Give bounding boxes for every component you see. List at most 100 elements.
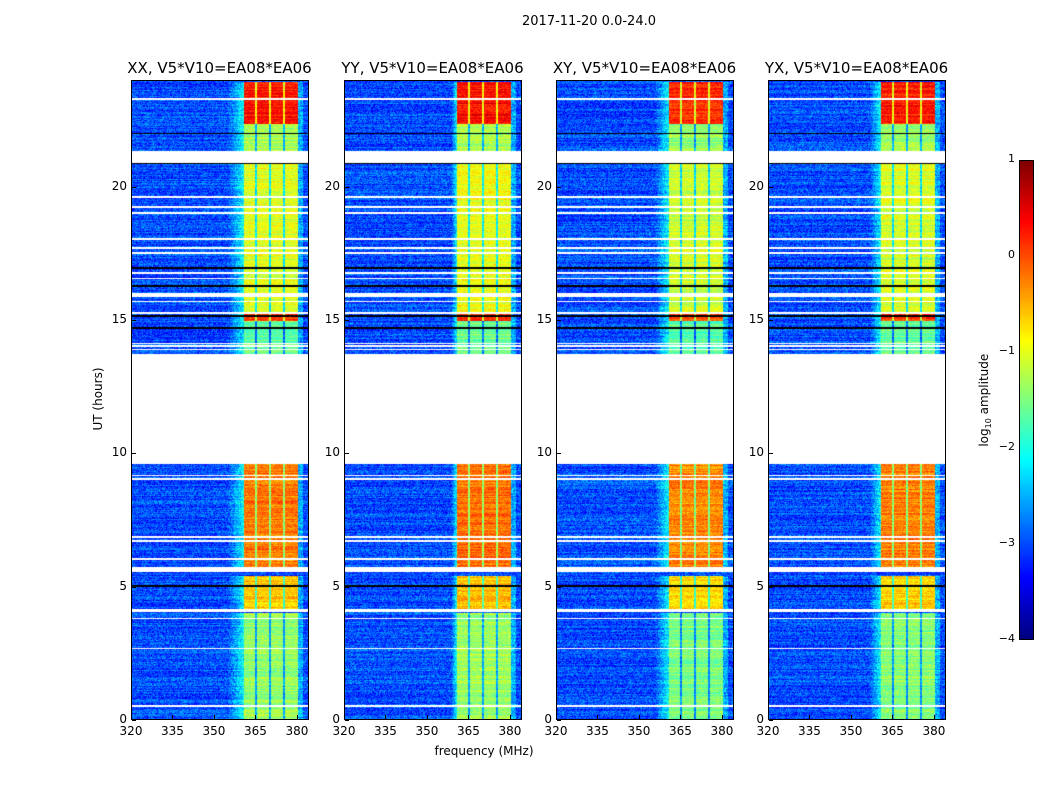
- y-tick-label: 20: [536, 178, 552, 193]
- y-tick-label: 10: [324, 445, 340, 460]
- y-tick-mark: [132, 586, 136, 588]
- x-tick-label: 380: [285, 724, 309, 738]
- y-tick-mark: [557, 720, 561, 721]
- x-tick-mark: [468, 715, 470, 719]
- colorbar-tick-label: −4: [998, 632, 1015, 645]
- y-tick-mark: [345, 720, 349, 721]
- y-tick-label: 20: [111, 178, 127, 193]
- y-tick-mark: [132, 186, 136, 188]
- y-tick-mark: [132, 320, 136, 321]
- colorbar-tick-label: −2: [998, 440, 1015, 453]
- x-tick-label: 365: [881, 724, 904, 738]
- heatmap-panel: [768, 80, 946, 720]
- y-tick-mark: [769, 320, 773, 321]
- heatmap-canvas: [557, 81, 733, 719]
- panel-title: XX, V5*V10=EA08*EA06: [127, 59, 312, 77]
- y-tick-label: 20: [324, 178, 340, 193]
- x-tick-label: 335: [374, 724, 397, 738]
- y-tick-label: 10: [748, 445, 764, 460]
- x-tick-mark: [850, 715, 852, 719]
- x-tick-mark: [933, 715, 935, 719]
- x-tick-mark: [255, 715, 257, 719]
- y-tick-label: 0: [544, 712, 552, 726]
- x-tick-mark: [213, 715, 215, 719]
- y-tick-mark: [557, 320, 561, 321]
- x-tick-label: 320: [332, 724, 356, 738]
- y-tick-mark: [345, 586, 349, 588]
- x-tick-mark: [638, 715, 640, 719]
- x-tick-mark: [680, 715, 682, 719]
- panel-title: YX, V5*V10=EA08*EA06: [764, 59, 949, 77]
- x-tick-label: 350: [202, 724, 226, 738]
- y-tick-mark: [132, 453, 136, 455]
- x-tick-label: 365: [669, 724, 692, 738]
- colorbar-gradient: [1020, 161, 1033, 639]
- y-tick-mark: [769, 586, 773, 588]
- x-tick-label: 380: [710, 724, 734, 738]
- figure-title: 2017-11-20 0.0-24.0: [522, 14, 656, 29]
- y-tick-mark: [345, 186, 349, 188]
- x-tick-mark: [597, 715, 599, 719]
- y-tick-label: 5: [332, 578, 340, 593]
- x-tick-mark: [509, 715, 511, 719]
- heatmap-canvas: [769, 81, 945, 719]
- heatmap-canvas: [132, 81, 308, 719]
- colorbar-label-rest: amplitude: [976, 353, 991, 419]
- panel-title: YY, V5*V10=EA08*EA06: [341, 59, 524, 77]
- y-tick-mark: [132, 720, 136, 721]
- x-tick-mark: [768, 715, 769, 719]
- x-tick-mark: [721, 715, 723, 719]
- x-tick-label: 365: [457, 724, 480, 738]
- y-tick-mark: [557, 186, 561, 188]
- y-axis-label: UT (hours): [91, 367, 105, 431]
- x-tick-mark: [385, 715, 387, 719]
- x-tick-mark: [296, 715, 298, 719]
- x-tick-label: 320: [756, 724, 780, 738]
- colorbar-tick-label: 0: [1008, 248, 1015, 261]
- y-tick-label: 15: [111, 312, 127, 326]
- x-tick-mark: [131, 715, 132, 719]
- y-tick-label: 5: [544, 578, 552, 593]
- colorbar-tick-label: −3: [998, 536, 1015, 549]
- x-tick-label: 365: [244, 724, 267, 738]
- colorbar-tick-label: −1: [998, 344, 1015, 357]
- x-tick-label: 380: [498, 724, 522, 738]
- x-axis-label: frequency (MHz): [434, 744, 534, 758]
- heatmap-panel: [131, 80, 309, 720]
- x-tick-label: 380: [922, 724, 946, 738]
- y-tick-label: 0: [756, 712, 764, 726]
- colorbar-label: log10 amplitude: [977, 340, 993, 460]
- y-tick-mark: [345, 320, 349, 321]
- y-tick-label: 0: [119, 712, 127, 726]
- y-tick-mark: [345, 453, 349, 455]
- x-tick-label: 335: [161, 724, 184, 738]
- y-tick-label: 10: [111, 445, 127, 460]
- x-tick-label: 335: [798, 724, 821, 738]
- x-tick-mark: [426, 715, 428, 719]
- y-tick-label: 5: [756, 578, 764, 593]
- x-tick-mark: [809, 715, 811, 719]
- y-tick-mark: [769, 186, 773, 188]
- y-tick-label: 0: [332, 712, 340, 726]
- y-tick-label: 15: [324, 312, 340, 326]
- heatmap-panel: [344, 80, 522, 720]
- x-tick-mark: [172, 715, 174, 719]
- heatmap-panel: [556, 80, 734, 720]
- y-tick-label: 5: [119, 578, 127, 593]
- x-tick-label: 320: [544, 724, 568, 738]
- y-tick-mark: [557, 586, 561, 588]
- y-tick-label: 15: [536, 312, 552, 326]
- x-tick-mark: [892, 715, 894, 719]
- x-tick-mark: [556, 715, 557, 719]
- colorbar-label-sub: 10: [984, 418, 994, 429]
- x-tick-mark: [344, 715, 345, 719]
- colorbar: [1019, 160, 1034, 640]
- colorbar-label-log: log: [976, 428, 991, 447]
- panel-title: XY, V5*V10=EA08*EA06: [552, 59, 737, 77]
- x-tick-label: 350: [627, 724, 651, 738]
- y-tick-label: 10: [536, 445, 552, 460]
- heatmap-canvas: [345, 81, 521, 719]
- colorbar-tick-label: 1: [1008, 152, 1015, 165]
- y-tick-label: 15: [748, 312, 764, 326]
